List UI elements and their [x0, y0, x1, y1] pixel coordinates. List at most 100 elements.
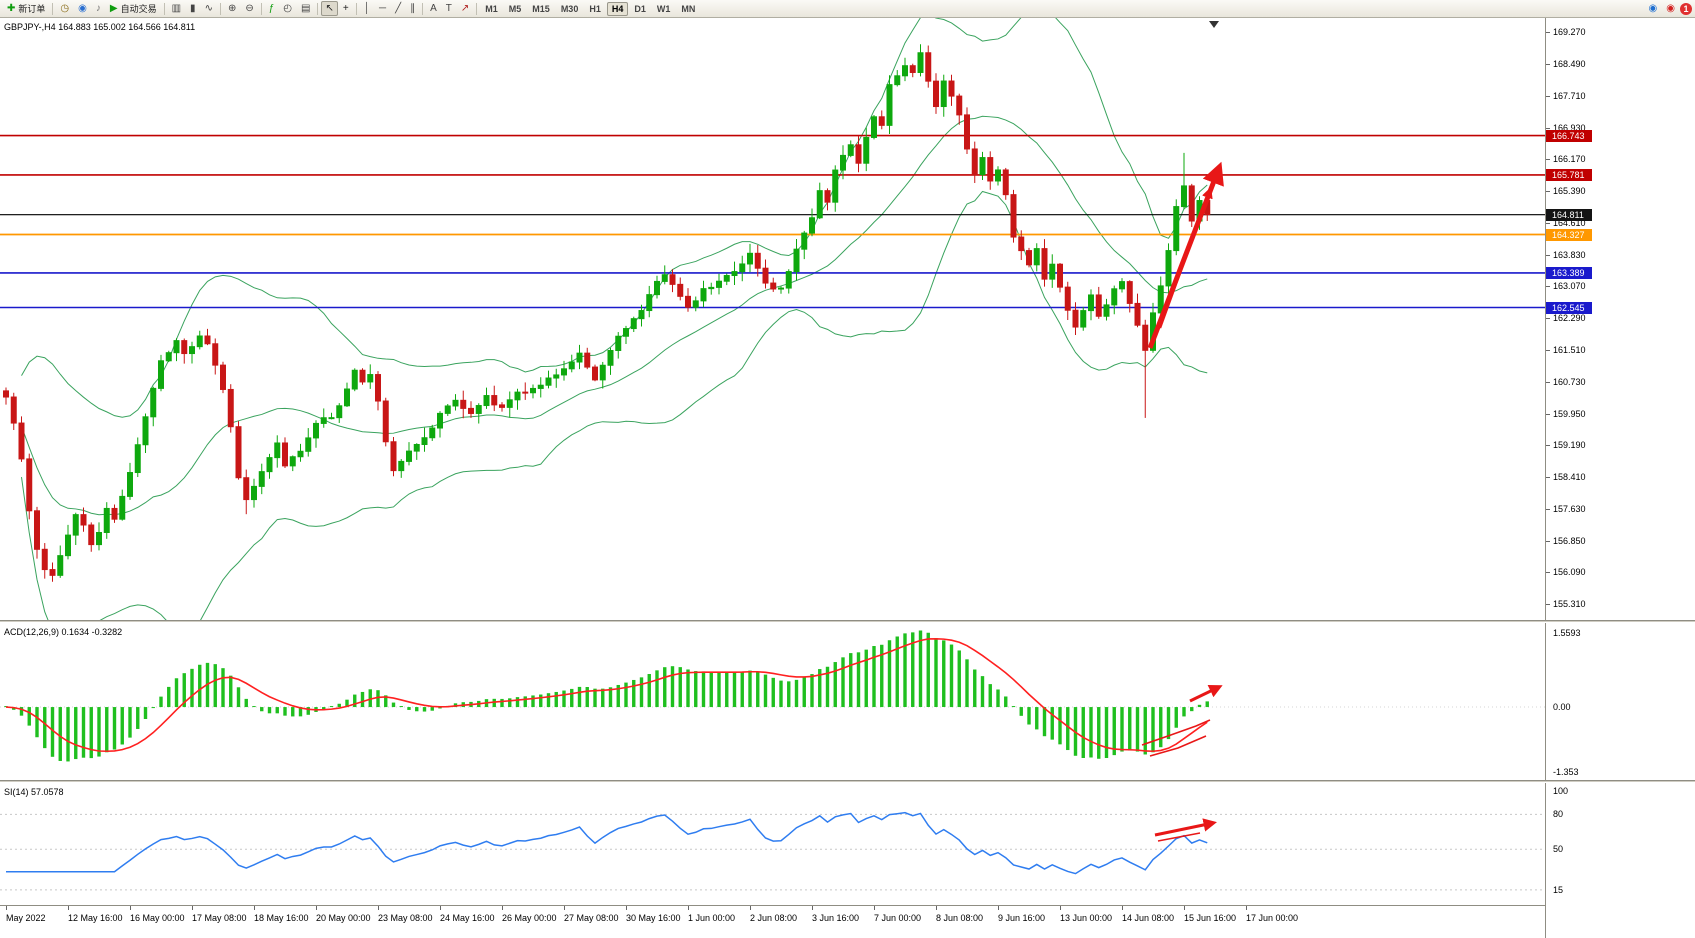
text-button[interactable]: A — [426, 1, 441, 16]
price-tick-mark — [1546, 254, 1550, 256]
macd-scale-label: -1.353 — [1553, 767, 1579, 777]
time-tick-mark — [688, 906, 689, 910]
time-tick-mark — [936, 906, 937, 910]
sound-icon: ♪ — [95, 2, 101, 14]
chart-title: GBPJPY-,H4 164.883 165.002 164.566 164.8… — [4, 22, 195, 32]
toolbar-separator — [355, 2, 357, 15]
price-tick-mark — [1546, 127, 1550, 129]
timeframe-mn[interactable]: MN — [681, 3, 696, 14]
price-tick-mark — [1546, 381, 1550, 383]
time-label: 2 Jun 08:00 — [750, 913, 798, 923]
price-tick-label: 156.090 — [1553, 566, 1586, 577]
time-tick-mark — [750, 906, 751, 910]
zoom-in-button[interactable]: ⊕ — [224, 1, 240, 16]
templates-button[interactable]: ▤ — [297, 1, 314, 16]
alert-button[interactable]: ◉ — [1662, 1, 1679, 16]
macd-panel[interactable] — [0, 623, 1545, 780]
profile-icon: ◉ — [78, 2, 87, 14]
macd-indicator-label: ACD(12,26,9) 0.1634 -0.3282 — [4, 627, 122, 637]
price-tick-label: 155.310 — [1553, 598, 1586, 609]
timeframe-m1[interactable]: M1 — [485, 3, 498, 14]
timeframe-m30[interactable]: M30 — [560, 3, 579, 14]
macd-values-text: 0.1634 -0.3282 — [61, 627, 123, 637]
horizontal-line-button[interactable]: ─ — [375, 1, 390, 16]
panel-divider-macd-rsi[interactable] — [0, 780, 1695, 783]
price-tick-label: 162.290 — [1553, 312, 1586, 323]
indicators-button[interactable]: ƒ — [265, 1, 279, 16]
price-tick-mark — [1546, 444, 1550, 446]
trend-arrow[interactable] — [1189, 685, 1223, 703]
rsi-panel[interactable] — [0, 783, 1545, 905]
toolbar-separator — [317, 2, 319, 15]
bar-chart-button[interactable]: ▥ — [168, 1, 185, 16]
time-tick-mark — [378, 906, 379, 910]
new-order-button[interactable]: ✚ 新订单 — [3, 1, 49, 16]
main-chart-panel[interactable] — [0, 18, 1545, 620]
timeframe-w1[interactable]: W1 — [656, 3, 671, 14]
price-tick-mark — [1546, 222, 1550, 224]
price-tick-label: 160.730 — [1553, 376, 1586, 387]
notification-badge[interactable]: 1 — [1680, 2, 1692, 15]
time-label: 26 May 00:00 — [502, 913, 557, 923]
line-chart-icon: ∿ — [204, 2, 213, 14]
annotation-line[interactable] — [1141, 719, 1211, 746]
autotrading-button[interactable]: ▶ 自动交易 — [106, 1, 161, 16]
candlestick-button[interactable]: ▮ — [186, 1, 200, 16]
time-label: 15 Jun 16:00 — [1184, 913, 1237, 923]
time-label: 14 Jun 08:00 — [1122, 913, 1175, 923]
trend-arrow[interactable] — [1154, 818, 1217, 837]
zoom-in-icon: ⊕ — [227, 2, 237, 14]
arrows-tool-button[interactable]: ↗ — [457, 1, 473, 16]
timeframe-h1[interactable]: H1 — [589, 3, 601, 14]
bollinger-upper-band — [21, 18, 1208, 418]
time-axis[interactable]: May 2022 12 May 16:00 16 May 00:00 17 May 0… — [0, 905, 1545, 938]
annotation-line[interactable] — [1149, 735, 1207, 757]
vertical-line-button[interactable]: │ — [360, 1, 374, 16]
crosshair-icon: + — [342, 2, 349, 14]
rsi-scale-label: 50 — [1553, 844, 1564, 855]
rsi-scale-label: 15 — [1553, 884, 1564, 895]
alarm-button[interactable]: ◷ — [56, 1, 73, 16]
price-tick-mark — [1546, 95, 1550, 97]
timeframe-m15[interactable]: M15 — [532, 3, 550, 14]
time-tick-mark — [192, 906, 193, 910]
contact-button[interactable]: ◉ — [1645, 1, 1662, 16]
zoom-out-button[interactable]: ⊖ — [241, 1, 257, 16]
trendline-button[interactable]: ╱ — [391, 1, 405, 16]
channel-button[interactable]: ∥ — [406, 1, 419, 16]
periods-icon: ◴ — [283, 2, 293, 14]
time-label: 9 Jun 16:00 — [998, 913, 1046, 923]
price-scale[interactable]: 169.270 168.490 167.710 166.930 166.170 165.3… — [1545, 18, 1695, 938]
periods-button[interactable]: ◴ — [279, 1, 296, 16]
trend-arrow[interactable] — [1158, 186, 1213, 329]
sound-button[interactable]: ♪ — [92, 1, 105, 16]
annotation-line[interactable] — [1157, 832, 1201, 842]
time-label: 20 May 00:00 — [316, 913, 371, 923]
cursor-button[interactable]: ↖ — [321, 1, 338, 16]
profile-button[interactable]: ◉ — [74, 1, 91, 16]
price-tick-mark — [1546, 63, 1550, 65]
time-label: 18 May 16:00 — [254, 913, 309, 923]
time-tick-mark — [626, 906, 627, 910]
bollinger-lower-band — [21, 190, 1208, 620]
crosshair-button[interactable]: + — [339, 1, 353, 16]
contact-icon: ◉ — [1648, 2, 1658, 14]
line-chart-button[interactable]: ∿ — [201, 1, 217, 16]
toolbar-separator — [476, 2, 478, 15]
timeframe-m5[interactable]: M5 — [508, 3, 522, 14]
price-tick-label: 166.170 — [1553, 154, 1586, 164]
time-tick-mark — [254, 906, 255, 910]
timeframe-d1[interactable]: D1 — [634, 3, 646, 14]
time-tick-mark — [440, 906, 441, 910]
rsi-line — [6, 811, 1208, 875]
time-label: 16 May 00:00 — [130, 913, 185, 923]
panel-divider-main-macd[interactable] — [0, 620, 1695, 623]
text-icon: A — [430, 2, 437, 14]
chart-shift-marker[interactable] — [1209, 21, 1219, 28]
time-label: 17 May 08:00 — [192, 913, 247, 923]
label-button[interactable]: T — [442, 1, 456, 16]
price-tick-label: 157.630 — [1553, 503, 1586, 514]
timeframe-h4[interactable]: H4 — [606, 1, 629, 16]
macd-signal-line — [5, 638, 1208, 753]
toolbar-separator — [163, 2, 165, 15]
